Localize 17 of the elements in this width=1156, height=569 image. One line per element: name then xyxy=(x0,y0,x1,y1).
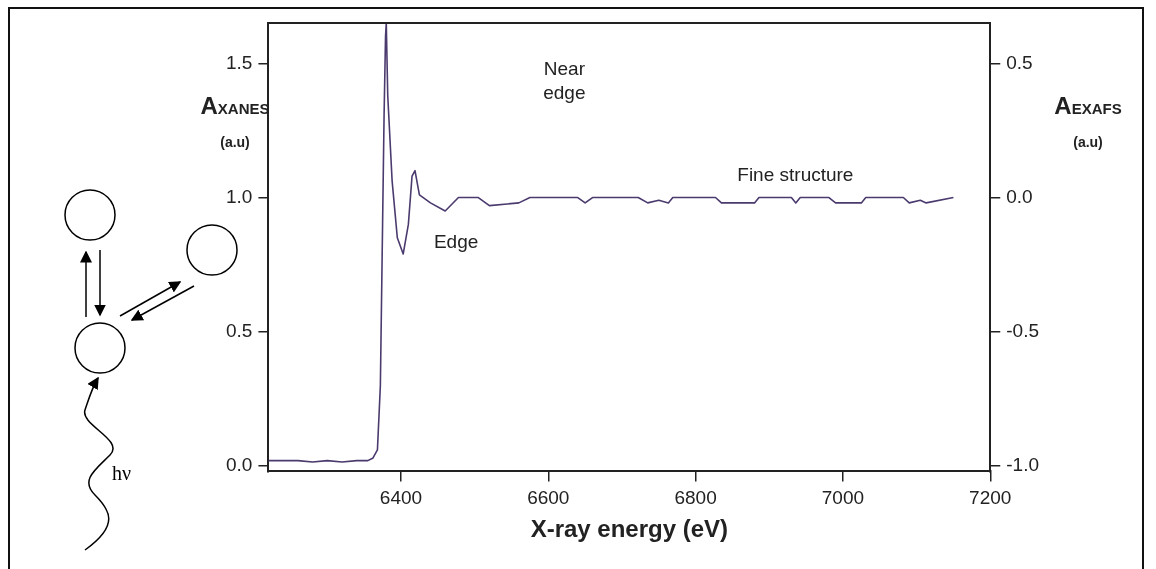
y-tick-label: 0.5 xyxy=(225,320,253,342)
y2-tick-label: 0.5 xyxy=(1006,51,1033,73)
x-tick-label: 6600 xyxy=(527,487,570,509)
x-axis-title: X-ray energy (eV) xyxy=(530,515,729,543)
x-tick-label: 6800 xyxy=(674,487,717,509)
y2-tick-label: -0.5 xyxy=(1006,320,1040,342)
y-tick-label: 1.5 xyxy=(225,51,253,73)
y-tick-label: 0.0 xyxy=(225,454,253,476)
y2-tick-label: 0.0 xyxy=(1006,185,1033,207)
y2-tick-label: -1.0 xyxy=(1006,454,1040,476)
annotation: Fine structure xyxy=(737,163,854,185)
annotation: Near edge xyxy=(543,57,586,103)
x-tick-label: 6400 xyxy=(379,487,423,509)
x-tick-label: 7200 xyxy=(969,487,1012,509)
x-tick-label: 7000 xyxy=(821,487,865,509)
y-tick-label: 1.0 xyxy=(225,185,253,207)
annotation: Edge xyxy=(433,230,479,252)
